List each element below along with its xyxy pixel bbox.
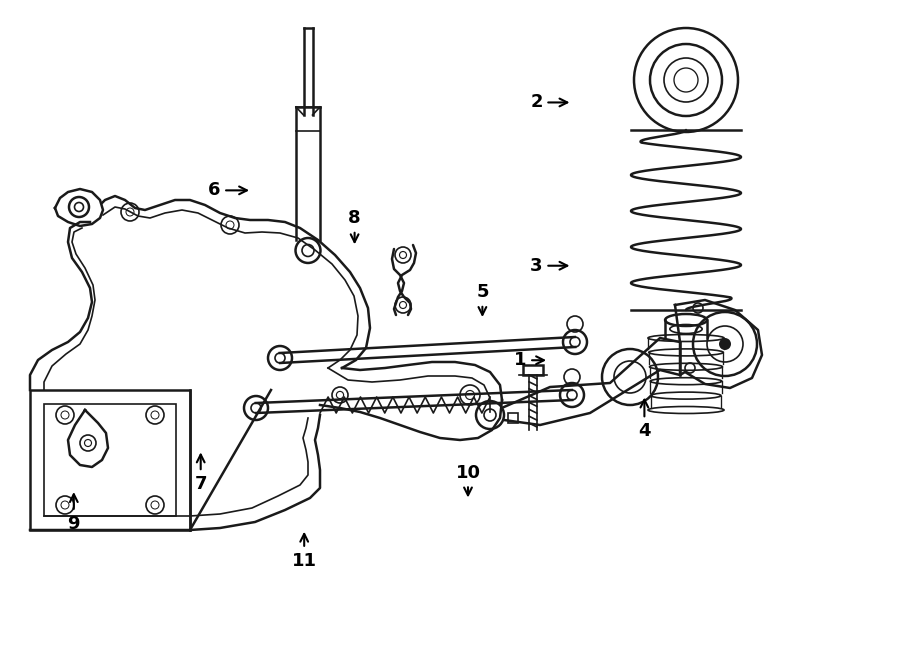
Circle shape (719, 338, 731, 350)
Text: 11: 11 (292, 534, 317, 570)
Polygon shape (55, 189, 103, 226)
Text: 8: 8 (348, 209, 361, 242)
Text: 5: 5 (476, 283, 489, 315)
Text: 10: 10 (455, 463, 481, 495)
Text: 4: 4 (638, 400, 651, 440)
Text: 6: 6 (208, 181, 247, 200)
Text: 7: 7 (194, 455, 207, 493)
Polygon shape (68, 410, 108, 467)
Text: 3: 3 (530, 256, 567, 275)
Bar (523, 365, 543, 375)
Text: 1: 1 (514, 351, 544, 369)
Bar (30, 390, 190, 530)
Text: 2: 2 (530, 93, 567, 112)
Bar (508, 413, 518, 423)
Text: 9: 9 (68, 494, 80, 533)
Bar (44, 404, 176, 516)
